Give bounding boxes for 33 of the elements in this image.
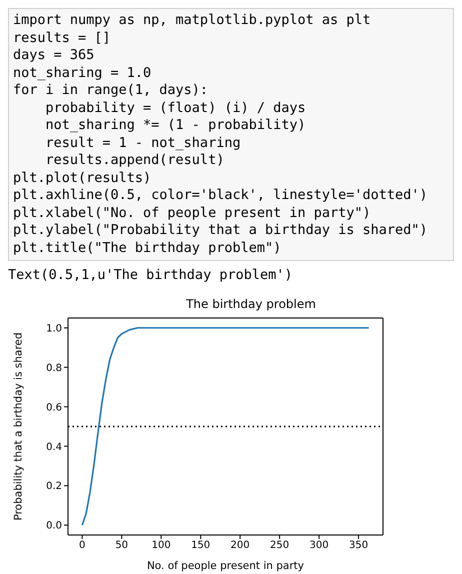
chart-title: The birthday problem [185, 297, 317, 311]
text: probability = (float) (i) / days [44, 100, 307, 117]
text: not_sharing = 1.0 [13, 64, 152, 82]
text: days = 365 [13, 47, 96, 64]
y-tick-label: 0.2 [46, 481, 62, 492]
text: results.append(result) [44, 152, 226, 170]
y-tick-label: 0.8 [46, 362, 62, 374]
text: plt.plot(results) [13, 170, 152, 187]
x-axis-title: No. of people present in party [146, 560, 304, 572]
x-tick-label: 0 [79, 540, 86, 552]
text: plt.title("The birthday problem") [13, 240, 282, 257]
line-series [81, 327, 370, 526]
text: Text(0.5,1,u'The birthday problem') [8, 267, 294, 283]
text: not_sharing *= (1 - probability) [44, 117, 307, 134]
text: import numpy as np, matplotlib.pyplot as plt [13, 12, 372, 30]
text: plt.axhline(0.5, color='black', linestyle='dotted') [13, 187, 429, 204]
text: result = 1 - not_sharing [44, 134, 242, 152]
x-tick-label: 50 [115, 540, 128, 552]
y-tick-label: 0.6 [46, 402, 62, 414]
text: for i in range(1, days): [13, 82, 210, 100]
x-tick-label: 150 [191, 540, 210, 552]
x-tick-label: 100 [152, 540, 171, 552]
text: plt.ylabel("Probability that a birthday is shared") [13, 222, 429, 240]
x-tick-label: 250 [270, 540, 290, 552]
y-tick-label: 0.0 [46, 520, 62, 532]
text: results = [] [13, 30, 112, 47]
x-tick-label: 300 [310, 540, 329, 552]
y-tick-label: 0.4 [46, 442, 62, 453]
text: plt.xlabel("No. of people present in party") [13, 204, 372, 222]
y-tick-label: 1.0 [46, 323, 62, 334]
y-axis-title: Probability that a birthday is shared [12, 332, 25, 521]
x-tick-label: 200 [230, 540, 250, 552]
x-tick-label: 350 [348, 540, 368, 552]
